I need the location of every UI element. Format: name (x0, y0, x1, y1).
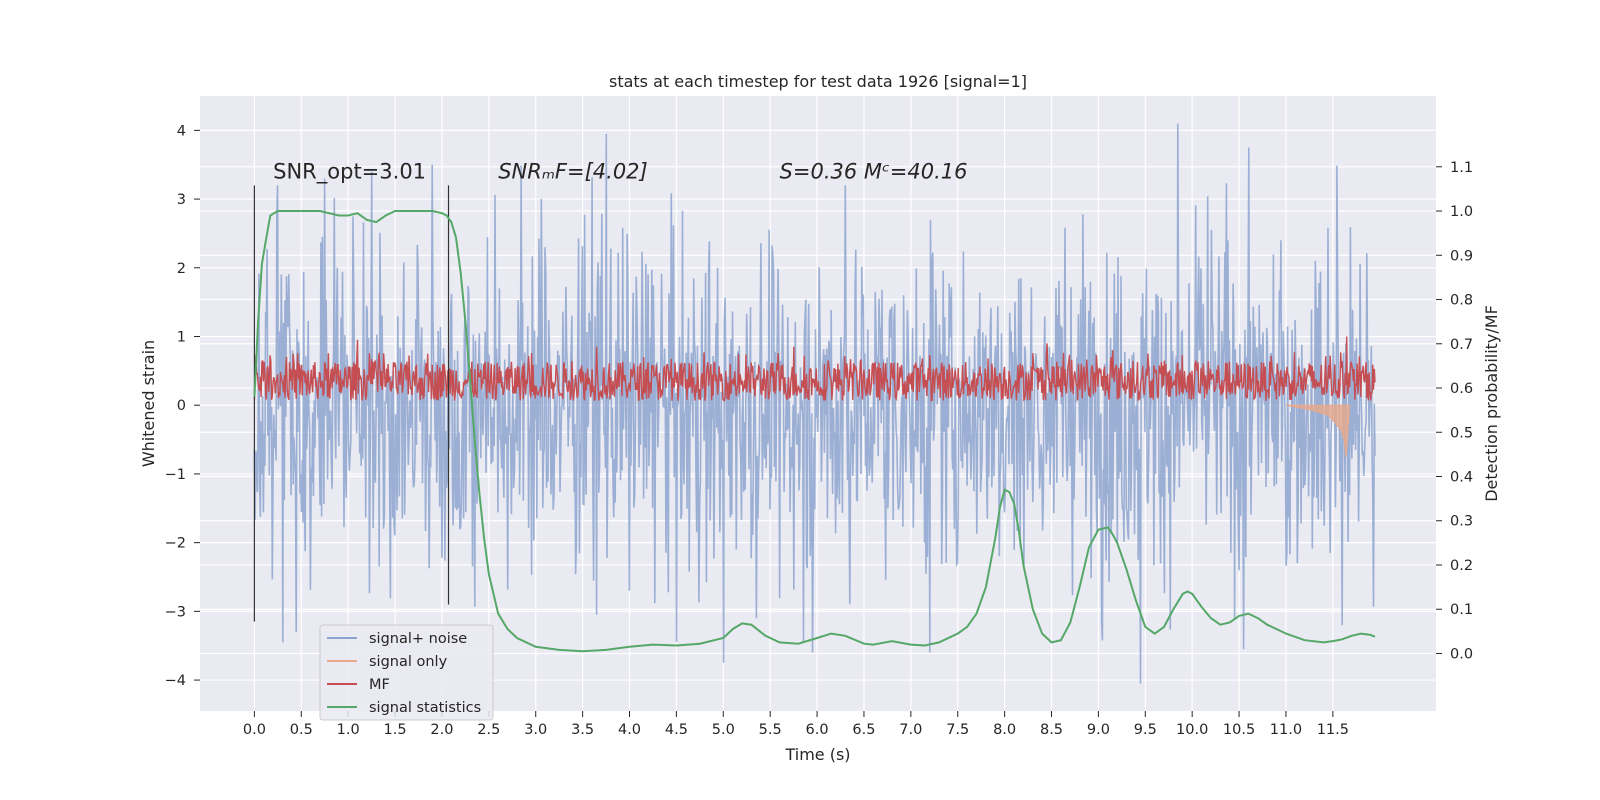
annotation-layer: SNR_opt=3.01 SNRₘF=[4.02] S=0.36 Mᶜ=40.16 (273, 159, 967, 184)
y2-tick-label: 0.7 (1450, 337, 1473, 353)
y-tick-label: 1 (177, 330, 186, 346)
y-tick-label: 2 (177, 261, 186, 277)
x-tick-label: 4.0 (618, 722, 641, 738)
y-tick-label: −3 (165, 604, 186, 620)
x-tick-label: 8.5 (1040, 722, 1063, 738)
x-tick-label: 0.0 (243, 722, 266, 738)
x-tick-label: 4.5 (665, 722, 688, 738)
series-mf-line (253, 336, 1376, 402)
chart-title: stats at each timestep for test data 192… (609, 72, 1027, 91)
x-tick-label: 1.5 (384, 722, 407, 738)
x-tick-label: 6.5 (852, 722, 875, 738)
x-tick-label: 11.5 (1317, 722, 1349, 738)
y2-tick-label: 1.0 (1450, 204, 1473, 220)
x-axis-title: Time (s) (784, 745, 850, 764)
legend-frame (319, 624, 494, 721)
x-tick-label: 7.5 (946, 722, 969, 738)
x-tick-label: 3.0 (524, 722, 547, 738)
y2-tick-label: 0.4 (1450, 470, 1473, 486)
x-tick-label: 5.0 (712, 722, 735, 738)
plot-layer (253, 123, 1376, 684)
annotation-text: S=0.36 Mᶜ=40.16 (780, 159, 968, 183)
y-tick-label: 0 (177, 398, 186, 414)
series-signal-noise-line (253, 123, 1376, 684)
x-tick-label: 3.5 (571, 722, 594, 738)
legend-label-signal-noise: signal+ noise (369, 631, 467, 647)
annotation-text: SNRₘF=[4.02] (498, 159, 648, 183)
y2-tick-label: 0.0 (1450, 646, 1473, 662)
x-tick-label: 9.5 (1134, 722, 1157, 738)
legend-label-signal-only: signal only (369, 654, 448, 670)
y-tick-label: 4 (177, 123, 186, 139)
y2-tick-label: 0.3 (1450, 514, 1473, 530)
x-tick-label: 10.0 (1176, 722, 1208, 738)
x-tick-label: 7.0 (899, 722, 922, 738)
x-tick-label: 10.5 (1223, 722, 1255, 738)
y-axis-title: Whitened strain (139, 340, 158, 467)
y2-tick-label: 0.1 (1450, 602, 1473, 618)
annotation-text: SNR_opt=3.01 (273, 159, 426, 184)
legend: signal+ noise signal only MF signal stat… (319, 624, 494, 721)
x-tick-label: 2.0 (430, 722, 453, 738)
x-tick-label: 5.5 (759, 722, 782, 738)
legend-label-mf: MF (369, 677, 390, 693)
y2-tick-label: 1.1 (1450, 160, 1473, 176)
y-tick-label: −4 (165, 673, 186, 689)
y2-axis-title: Detection probability/MF (1482, 305, 1501, 502)
x-tick-label: 2.5 (477, 722, 500, 738)
y-tick-label: −2 (165, 536, 186, 552)
y2-tick-label: 0.6 (1450, 381, 1473, 397)
y2-tick-label: 0.9 (1450, 248, 1473, 264)
series-signal-statistics-line (253, 210, 1376, 653)
y-tick-label: −1 (165, 467, 186, 483)
x-tick-label: 6.0 (806, 722, 829, 738)
y2-tick-label: 0.8 (1450, 293, 1473, 309)
x-tick-label: 8.0 (993, 722, 1016, 738)
y2-tick-label: 0.2 (1450, 558, 1473, 574)
x-tick-label: 0.5 (290, 722, 313, 738)
legend-label-signal-statistics: signal statistics (369, 700, 481, 716)
x-tick-label: 1.0 (337, 722, 360, 738)
axis-layer: 0.0 0.5 1.0 1.5 2.0 2.5 3.0 3.5 4.0 4.5 5.0 5.5 6.0 6… (165, 123, 1473, 738)
y2-tick-label: 0.5 (1450, 425, 1473, 441)
series-signal-only-area (1285, 404, 1351, 457)
x-tick-label: 9.0 (1087, 722, 1110, 738)
y-tick-label: 3 (177, 192, 186, 208)
x-tick-label: 11.0 (1270, 722, 1302, 738)
